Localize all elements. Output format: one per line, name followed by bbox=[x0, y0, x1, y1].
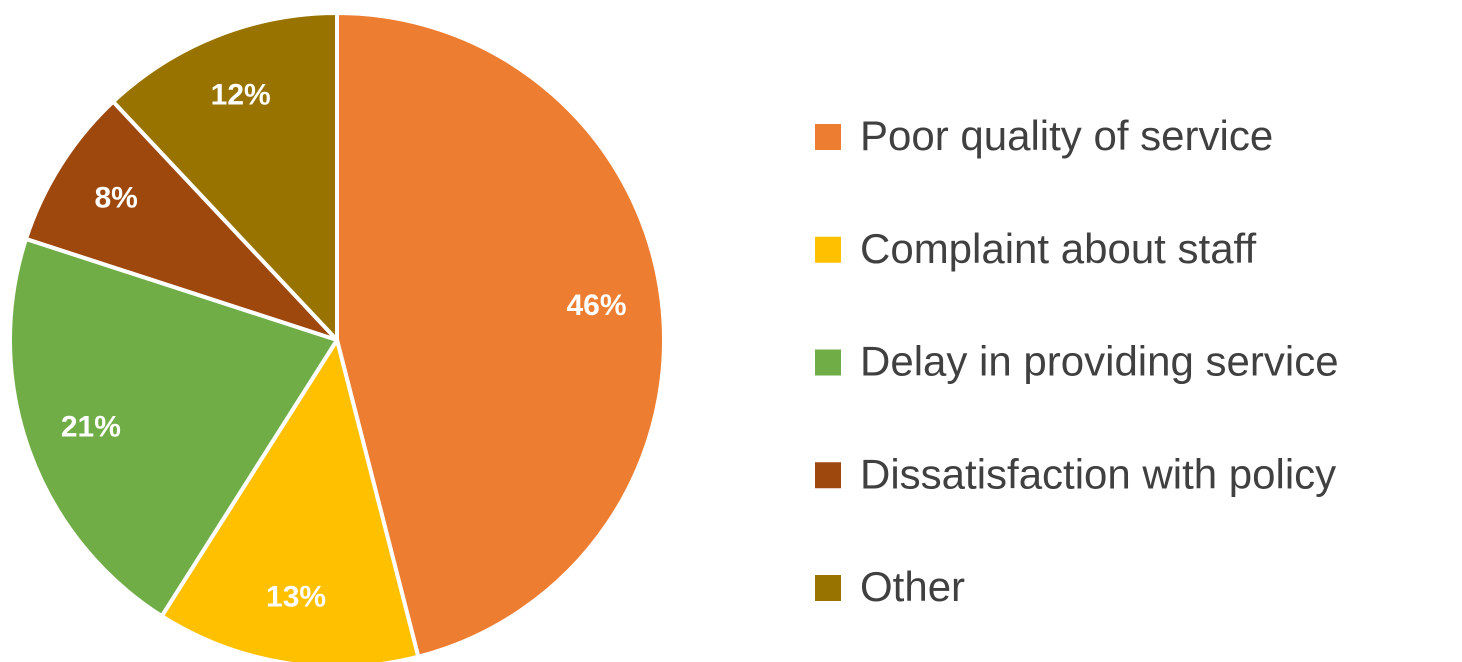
data-label: 46% bbox=[567, 289, 627, 322]
legend-label: Dissatisfaction with policy bbox=[860, 450, 1336, 497]
pie-slice bbox=[24, 99, 339, 342]
legend-swatch bbox=[815, 124, 841, 150]
pie-slice bbox=[335, 11, 666, 659]
legend-swatch bbox=[815, 236, 841, 263]
legend-label: Poor quality of service bbox=[860, 112, 1273, 159]
legend-swatch bbox=[815, 349, 841, 376]
legend-label: Delay in providing service bbox=[860, 338, 1339, 385]
pie-slice bbox=[111, 11, 339, 342]
data-label: 13% bbox=[266, 580, 326, 613]
legend-label: Complaint about staff bbox=[860, 225, 1256, 272]
legend-swatch bbox=[815, 462, 841, 489]
legend-label: Other bbox=[860, 563, 965, 610]
data-label: 21% bbox=[61, 411, 121, 444]
data-label: 8% bbox=[94, 182, 137, 215]
legend-swatch bbox=[815, 575, 841, 601]
data-label: 12% bbox=[211, 79, 271, 112]
pie-slice bbox=[8, 236, 339, 619]
